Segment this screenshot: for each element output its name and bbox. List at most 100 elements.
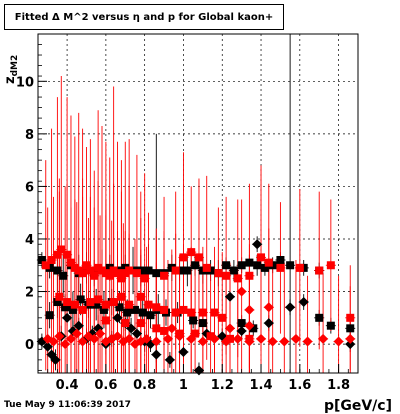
- square-point: [86, 298, 95, 307]
- diamond-point: [54, 331, 65, 342]
- x-tick-label: 0.8: [133, 378, 156, 393]
- square-point: [191, 261, 200, 270]
- square-point: [117, 274, 126, 283]
- square-point: [276, 263, 285, 272]
- square-point: [61, 303, 70, 312]
- x-tick-label: 1.6: [288, 378, 311, 393]
- chart-title: Fitted Δ M^2 versus η and p for Global k…: [4, 4, 284, 30]
- diamond-point: [89, 333, 100, 344]
- diamond-point: [318, 333, 329, 344]
- square-point: [130, 305, 139, 314]
- square-point: [276, 256, 285, 264]
- square-point: [94, 295, 103, 304]
- axis-ticks: 0.4 0.6 0.8 1 1.2 1.4 1.6 1.8 0 2 4 6 8 10: [16, 44, 350, 393]
- square-point: [245, 271, 254, 280]
- diamond-point: [50, 354, 61, 365]
- x-tick-label: 0.4: [56, 378, 79, 393]
- square-point: [78, 269, 87, 278]
- square-point: [86, 266, 95, 275]
- diamond-point: [174, 331, 185, 342]
- square-point: [125, 266, 134, 275]
- diamond-point: [236, 286, 247, 297]
- diamond-point: [166, 323, 177, 334]
- y-tick-label: 10: [16, 75, 34, 90]
- square-point: [37, 256, 46, 264]
- square-point: [138, 308, 147, 317]
- diamond-point: [345, 339, 356, 350]
- square-point: [109, 298, 118, 307]
- square-point: [55, 292, 64, 301]
- diamond-point: [225, 291, 235, 302]
- diamond-point: [124, 333, 135, 344]
- square-point: [144, 300, 153, 309]
- x-axis-label: p[GeV/c]: [324, 398, 392, 414]
- diamond-point: [186, 333, 197, 344]
- square-point: [121, 319, 130, 328]
- diamond-point: [279, 336, 290, 347]
- square-point: [222, 261, 231, 270]
- diamond-point: [267, 336, 278, 347]
- square-point: [237, 261, 246, 270]
- square-point: [222, 271, 231, 280]
- data-points: [36, 239, 356, 376]
- square-point: [117, 292, 126, 301]
- square-point: [160, 305, 169, 314]
- diamond-point: [221, 336, 232, 347]
- square-point: [41, 261, 50, 270]
- square-point: [76, 295, 85, 304]
- square-point: [194, 253, 203, 262]
- diamond-point: [252, 239, 263, 250]
- square-point: [226, 334, 234, 343]
- square-point: [245, 258, 254, 267]
- diamond-point: [263, 318, 274, 329]
- diamond-point: [112, 331, 123, 342]
- square-point: [113, 269, 122, 278]
- grid: [38, 34, 358, 373]
- square-point: [315, 313, 324, 322]
- square-point: [160, 271, 169, 280]
- square-point: [179, 253, 188, 262]
- square-point: [326, 261, 335, 270]
- square-point: [198, 308, 207, 317]
- square-point: [346, 324, 355, 333]
- square-point: [136, 319, 145, 328]
- diamond-point: [71, 328, 82, 339]
- square-point: [160, 326, 169, 335]
- square-point: [152, 269, 161, 278]
- diamond-point: [141, 333, 152, 344]
- y-tick-label: 0: [25, 338, 34, 353]
- square-point: [53, 250, 62, 259]
- diamond-point: [263, 302, 274, 313]
- square-point: [90, 271, 99, 280]
- square-point: [123, 308, 132, 317]
- square-point: [249, 324, 258, 333]
- square-point: [101, 316, 110, 325]
- square-point: [105, 271, 114, 280]
- square-point: [260, 263, 269, 272]
- square-point: [53, 298, 62, 307]
- timestamp: Tue May 9 11:06:39 2017: [4, 400, 131, 410]
- square-point: [45, 311, 54, 320]
- square-point: [214, 269, 223, 278]
- y-axis-label: zdM2: [3, 55, 20, 84]
- square-point: [68, 305, 77, 314]
- diamond-point: [236, 325, 247, 336]
- diamond-point: [302, 336, 313, 347]
- square-point: [66, 258, 75, 267]
- x-tick-label: 1.2: [211, 378, 234, 393]
- diamond-point: [197, 336, 208, 347]
- square-point: [346, 313, 355, 322]
- square-point: [92, 300, 101, 309]
- plot-frame: [37, 33, 359, 374]
- square-point: [264, 258, 273, 267]
- diamond-point: [164, 354, 175, 365]
- square-point: [191, 329, 200, 338]
- square-point: [171, 266, 180, 275]
- square-point: [152, 303, 161, 312]
- diamond-point: [285, 302, 296, 313]
- square-point: [202, 263, 211, 272]
- square-point: [136, 292, 145, 301]
- square-point: [70, 300, 79, 309]
- diamond-point: [333, 336, 344, 347]
- square-point: [171, 308, 180, 317]
